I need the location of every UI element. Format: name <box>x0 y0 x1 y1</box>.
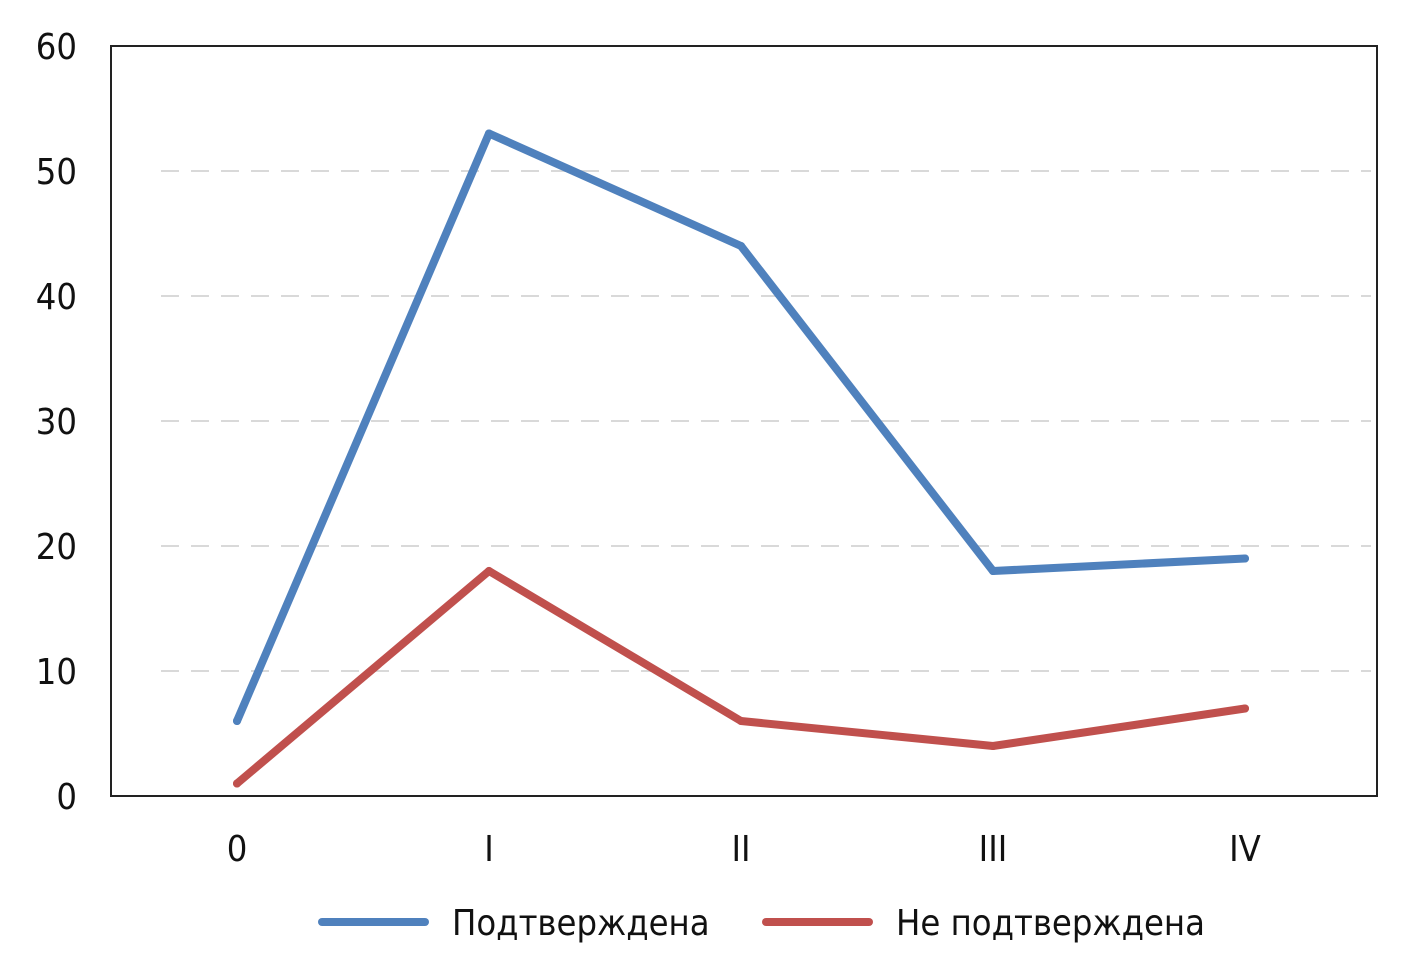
x-tick-label: I <box>484 829 494 870</box>
y-tick-label: 40 <box>36 277 77 318</box>
y-tick-label: 10 <box>36 652 77 693</box>
series-lines <box>233 129 1249 788</box>
data-point <box>989 742 997 750</box>
data-point <box>233 779 241 788</box>
legend-label: Не подтверждена <box>896 903 1205 944</box>
legend-label: Подтверждена <box>452 903 710 944</box>
data-point <box>737 242 745 250</box>
x-axis-ticks: 0 I II III IV <box>227 829 1261 870</box>
y-tick-label: 0 <box>56 777 77 818</box>
data-point <box>233 717 241 725</box>
x-tick-label: 0 <box>227 829 248 870</box>
y-tick-label: 50 <box>36 152 77 193</box>
gridlines <box>161 170 1371 672</box>
y-axis-ticks: 0 10 20 30 40 50 60 <box>36 27 77 818</box>
y-tick-label: 60 <box>36 27 77 68</box>
x-tick-label: IV <box>1229 829 1261 870</box>
x-tick-label: III <box>979 829 1008 870</box>
y-tick-label: 20 <box>36 527 77 568</box>
x-tick-label: II <box>731 829 750 870</box>
data-point <box>1241 704 1249 713</box>
series-line-1 <box>233 129 1249 725</box>
y-tick-label: 30 <box>36 402 77 443</box>
legend: Подтверждена Не подтверждена <box>318 903 1205 944</box>
plot-area-frame <box>110 45 1378 797</box>
data-point <box>737 717 745 725</box>
data-point <box>485 129 493 138</box>
data-point <box>1241 554 1249 563</box>
data-point <box>989 567 997 575</box>
data-point <box>485 567 493 575</box>
series-line-2 <box>233 567 1249 788</box>
